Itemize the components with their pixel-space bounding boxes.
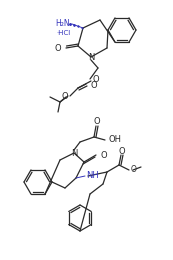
Text: N: N (88, 53, 94, 62)
Text: N: N (71, 148, 77, 158)
Text: O: O (92, 75, 99, 83)
Text: OH: OH (108, 135, 121, 145)
Text: H₂N: H₂N (55, 18, 70, 28)
Text: O: O (119, 147, 125, 157)
Text: NH: NH (86, 171, 99, 179)
Text: O: O (61, 92, 68, 101)
Text: ·HCl: ·HCl (56, 30, 70, 36)
Text: O: O (54, 43, 61, 53)
Text: O: O (90, 81, 97, 89)
Text: O: O (94, 116, 100, 126)
Text: O: O (100, 151, 107, 159)
Text: O: O (131, 166, 137, 174)
